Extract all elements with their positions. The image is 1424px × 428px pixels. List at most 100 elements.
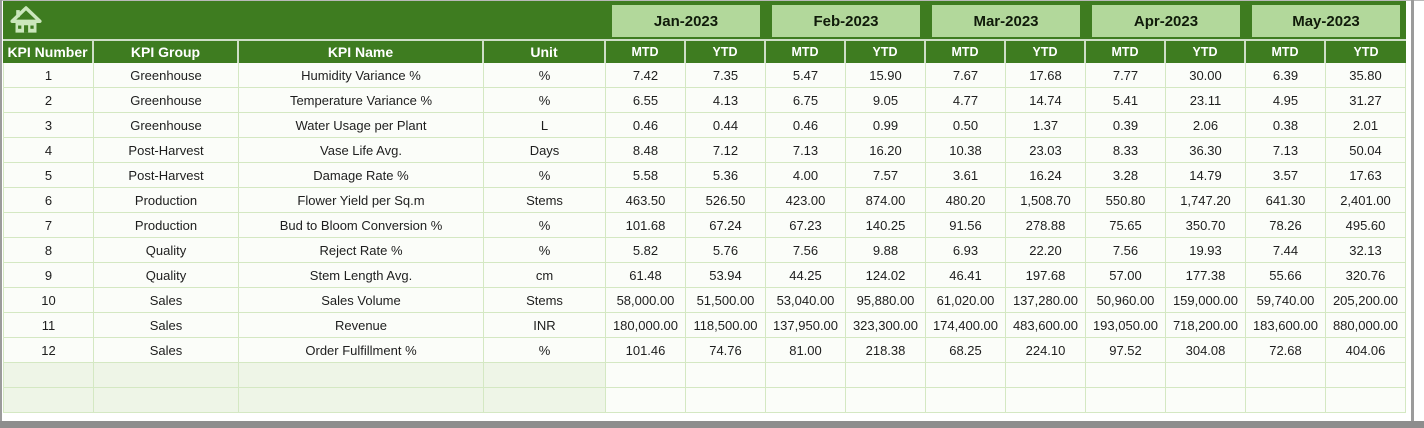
- cell-value[interactable]: 0.46: [606, 113, 686, 138]
- cell-value[interactable]: 17.68: [1006, 63, 1086, 88]
- cell-value[interactable]: 19.93: [1166, 238, 1246, 263]
- cell-value[interactable]: 197.68: [1006, 263, 1086, 288]
- cell-kpi-name[interactable]: Bud to Bloom Conversion %: [239, 213, 484, 238]
- cell-value[interactable]: 7.44: [1246, 238, 1326, 263]
- cell-unit[interactable]: %: [484, 238, 606, 263]
- cell-value[interactable]: 3.28: [1086, 163, 1166, 188]
- cell-value[interactable]: 495.60: [1326, 213, 1406, 238]
- cell-kpi-group[interactable]: Production: [94, 188, 239, 213]
- column-header-jan-2023-ytd[interactable]: YTD: [686, 41, 766, 63]
- cell-kpi-number[interactable]: 9: [3, 263, 94, 288]
- column-header-feb-2023-mtd[interactable]: MTD: [766, 41, 846, 63]
- cell-value[interactable]: 137,280.00: [1006, 288, 1086, 313]
- cell-value[interactable]: 0.46: [766, 113, 846, 138]
- cell-value[interactable]: 50.04: [1326, 138, 1406, 163]
- cell-value[interactable]: 7.13: [766, 138, 846, 163]
- cell-value[interactable]: 16.24: [1006, 163, 1086, 188]
- cell-value[interactable]: 304.08: [1166, 338, 1246, 363]
- cell-value[interactable]: 7.42: [606, 63, 686, 88]
- cell-kpi-name[interactable]: Vase Life Avg.: [239, 138, 484, 163]
- cell-value[interactable]: 91.56: [926, 213, 1006, 238]
- cell-value[interactable]: 14.79: [1166, 163, 1246, 188]
- cell-value[interactable]: 51,500.00: [686, 288, 766, 313]
- cell-kpi-name[interactable]: Water Usage per Plant: [239, 113, 484, 138]
- cell-kpi-name[interactable]: Revenue: [239, 313, 484, 338]
- cell-kpi-number[interactable]: 3: [3, 113, 94, 138]
- cell-value[interactable]: 50,960.00: [1086, 288, 1166, 313]
- cell-value[interactable]: 480.20: [926, 188, 1006, 213]
- column-header-may-2023-ytd[interactable]: YTD: [1353, 45, 1379, 59]
- cell-value[interactable]: 4.77: [926, 88, 1006, 113]
- cell-value[interactable]: 6.93: [926, 238, 1006, 263]
- cell-value[interactable]: 53,040.00: [766, 288, 846, 313]
- cell-value[interactable]: 7.56: [1086, 238, 1166, 263]
- cell-value[interactable]: 137,950.00: [766, 313, 846, 338]
- cell-value[interactable]: 177.38: [1166, 263, 1246, 288]
- cell-value[interactable]: 7.56: [766, 238, 846, 263]
- cell-empty[interactable]: [606, 388, 686, 413]
- cell-unit[interactable]: cm: [484, 263, 606, 288]
- cell-empty[interactable]: [3, 363, 94, 388]
- cell-empty[interactable]: [686, 388, 766, 413]
- cell-value[interactable]: 0.50: [926, 113, 1006, 138]
- cell-value[interactable]: 9.05: [846, 88, 926, 113]
- cell-kpi-group[interactable]: Post-Harvest: [94, 138, 239, 163]
- cell-empty[interactable]: [1086, 388, 1166, 413]
- cell-value[interactable]: 5.36: [686, 163, 766, 188]
- cell-unit[interactable]: Stems: [484, 188, 606, 213]
- month-header-jan-2023[interactable]: Jan-2023: [606, 1, 766, 39]
- cell-value[interactable]: 14.74: [1006, 88, 1086, 113]
- cell-value[interactable]: 3.57: [1246, 163, 1326, 188]
- cell-value[interactable]: 57.00: [1086, 263, 1166, 288]
- cell-empty[interactable]: [1006, 363, 1086, 388]
- cell-unit[interactable]: INR: [484, 313, 606, 338]
- cell-value[interactable]: 880,000.00: [1326, 313, 1406, 338]
- cell-kpi-name[interactable]: Damage Rate %: [239, 163, 484, 188]
- cell-value[interactable]: 2,401.00: [1326, 188, 1406, 213]
- cell-value[interactable]: 278.88: [1006, 213, 1086, 238]
- cell-empty[interactable]: [239, 388, 484, 413]
- cell-value[interactable]: 323,300.00: [846, 313, 926, 338]
- cell-value[interactable]: 58,000.00: [606, 288, 686, 313]
- cell-kpi-number[interactable]: 1: [3, 63, 94, 88]
- cell-empty[interactable]: [94, 388, 239, 413]
- cell-value[interactable]: 101.46: [606, 338, 686, 363]
- cell-value[interactable]: 5.58: [606, 163, 686, 188]
- cell-value[interactable]: 174,400.00: [926, 313, 1006, 338]
- cell-empty[interactable]: [1246, 363, 1326, 388]
- cell-empty[interactable]: [846, 388, 926, 413]
- cell-value[interactable]: 6.39: [1246, 63, 1326, 88]
- cell-kpi-number[interactable]: 2: [3, 88, 94, 113]
- cell-kpi-name[interactable]: Temperature Variance %: [239, 88, 484, 113]
- cell-kpi-group[interactable]: Sales: [94, 313, 239, 338]
- cell-empty[interactable]: [686, 363, 766, 388]
- month-header-may-2023[interactable]: May-2023: [1246, 1, 1406, 39]
- cell-value[interactable]: 6.75: [766, 88, 846, 113]
- column-header-kpi-number[interactable]: KPI Number: [3, 41, 94, 63]
- cell-value[interactable]: 55.66: [1246, 263, 1326, 288]
- cell-value[interactable]: 67.24: [686, 213, 766, 238]
- cell-value[interactable]: 463.50: [606, 188, 686, 213]
- cell-value[interactable]: 5.76: [686, 238, 766, 263]
- cell-value[interactable]: 32.13: [1326, 238, 1406, 263]
- cell-unit[interactable]: Days: [484, 138, 606, 163]
- cell-empty[interactable]: [766, 363, 846, 388]
- cell-value[interactable]: 718,200.00: [1166, 313, 1246, 338]
- cell-value[interactable]: 874.00: [846, 188, 926, 213]
- cell-value[interactable]: 35.80: [1326, 63, 1406, 88]
- cell-kpi-name[interactable]: Humidity Variance %: [239, 63, 484, 88]
- cell-value[interactable]: 31.27: [1326, 88, 1406, 113]
- cell-empty[interactable]: [1326, 388, 1406, 413]
- cell-value[interactable]: 526.50: [686, 188, 766, 213]
- cell-empty[interactable]: [1006, 388, 1086, 413]
- cell-kpi-number[interactable]: 5: [3, 163, 94, 188]
- month-header-mar-2023[interactable]: Mar-2023: [926, 1, 1086, 39]
- cell-kpi-number[interactable]: 7: [3, 213, 94, 238]
- cell-value[interactable]: 5.41: [1086, 88, 1166, 113]
- cell-value[interactable]: 4.95: [1246, 88, 1326, 113]
- column-header-unit[interactable]: Unit: [484, 41, 606, 63]
- cell-empty[interactable]: [239, 363, 484, 388]
- cell-value[interactable]: 140.25: [846, 213, 926, 238]
- cell-unit[interactable]: L: [484, 113, 606, 138]
- column-header-mar-2023-ytd[interactable]: YTD: [1006, 41, 1086, 63]
